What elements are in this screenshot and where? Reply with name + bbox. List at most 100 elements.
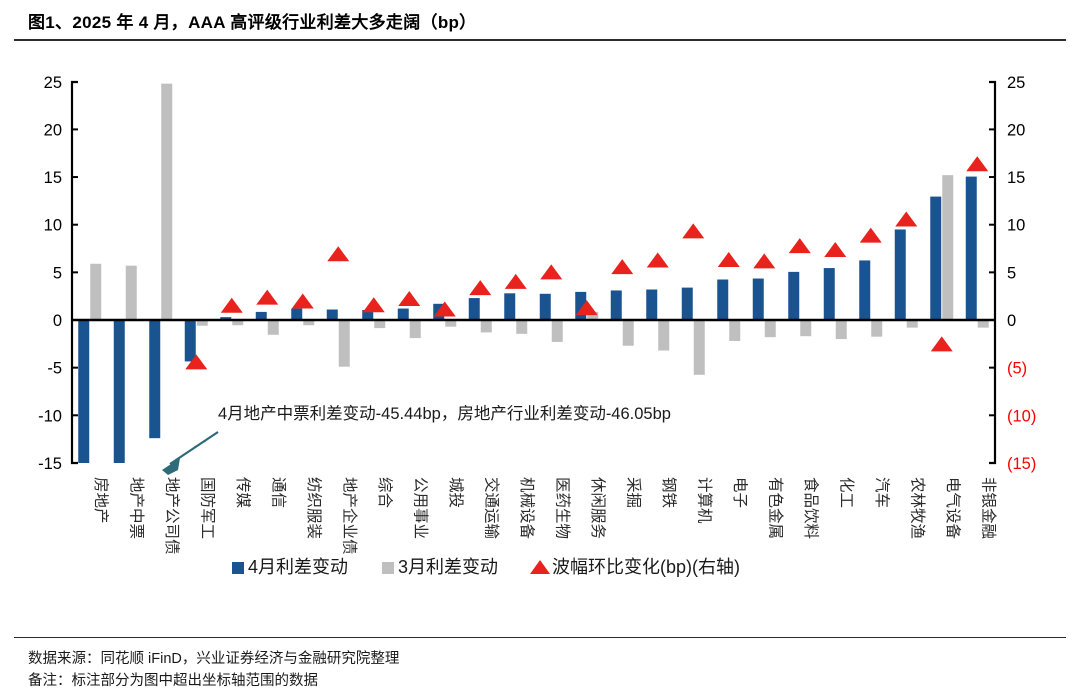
bar-april <box>291 308 303 320</box>
bar-april <box>823 268 835 320</box>
bar-march <box>871 320 883 337</box>
bar-april <box>149 320 161 439</box>
category-label: 食品饮料 <box>802 477 820 539</box>
bar-april <box>788 271 800 320</box>
category-label: 机械设备 <box>518 477 536 540</box>
right-axis-tick-label: 10 <box>1007 217 1025 235</box>
right-axis-tick-label: (5) <box>1007 360 1027 378</box>
marker-amplitude <box>398 291 421 307</box>
category-label: 汽车 <box>873 477 891 508</box>
left-axis-tick-label: 0 <box>53 312 62 330</box>
bar-march <box>480 320 492 333</box>
bar-april <box>468 298 480 320</box>
marker-amplitude <box>185 354 208 370</box>
bar-april <box>930 196 942 320</box>
category-label: 有色金属 <box>766 477 784 539</box>
category-label: 通信 <box>269 477 287 508</box>
marker-amplitude <box>611 259 634 275</box>
category-label: 公用事业 <box>411 477 429 539</box>
figure-footer: 数据来源：同花顺 iFinD，兴业证券经济与金融研究院整理 备注：标注部分为图中… <box>28 648 1066 693</box>
bar-march <box>906 320 918 328</box>
bar-march <box>622 320 634 346</box>
bar-march <box>729 320 741 341</box>
marker-amplitude <box>504 273 527 289</box>
left-axis-tick-label: 25 <box>44 74 62 92</box>
left-axis-tick-label: 20 <box>44 121 62 139</box>
bar-april <box>255 311 267 320</box>
bar-march <box>90 263 102 320</box>
right-axis-tick-label: 20 <box>1007 121 1025 139</box>
category-label: 采掘 <box>624 477 642 508</box>
marker-amplitude <box>717 251 740 267</box>
category-label: 化工 <box>837 477 855 508</box>
category-label: 休闲服务 <box>589 477 607 539</box>
legend-label-1: 3月利差变动 <box>398 557 498 577</box>
marker-amplitude <box>859 227 882 243</box>
marker-amplitude <box>788 238 811 254</box>
footer-divider <box>14 637 1066 638</box>
marker-amplitude <box>540 264 563 280</box>
bar-march <box>764 320 776 338</box>
category-label: 传媒 <box>234 477 252 509</box>
marker-amplitude <box>682 223 705 239</box>
bar-march <box>338 320 350 367</box>
category-label: 国防军工 <box>198 477 216 539</box>
bar-april <box>113 320 125 463</box>
right-axis-tick-label: (10) <box>1007 407 1036 425</box>
data-source-line: 数据来源：同花顺 iFinD，兴业证券经济与金融研究院整理 <box>28 651 400 667</box>
right-axis-tick-label: 25 <box>1007 74 1025 92</box>
legend-label-2: 波幅环比变化(bp)(右轴) <box>552 557 740 577</box>
legend-label-0: 4月利差变动 <box>248 557 348 577</box>
bar-april <box>326 309 338 320</box>
bar-april <box>220 317 232 320</box>
category-label: 综合 <box>376 477 394 509</box>
bar-march <box>232 320 244 326</box>
bar-march <box>551 320 563 342</box>
marker-amplitude <box>291 293 314 309</box>
bar-march <box>161 83 173 320</box>
bar-april <box>646 289 658 320</box>
series-amplitude-markers <box>185 156 989 370</box>
bar-april <box>610 290 622 320</box>
chart-canvas: 25 20 15 10 5 0 -5 -10 -15 25 20 15 10 5 0 (5) (10) (15) 房… <box>0 44 1080 624</box>
chart-legend: 4月利差变动 3月利差变动 波幅环比变化(bp)(右轴) <box>232 557 740 577</box>
bar-march <box>835 320 847 340</box>
legend-swatch-1 <box>382 562 395 574</box>
category-label: 房地产 <box>92 477 110 524</box>
category-label: 医药生物 <box>553 477 571 539</box>
bar-march <box>196 320 208 326</box>
bar-april <box>184 320 196 362</box>
bar-april <box>681 287 693 320</box>
annotation-arrow-head <box>162 458 180 475</box>
legend-swatch-0 <box>232 562 244 574</box>
marker-amplitude <box>433 301 456 317</box>
marker-amplitude <box>966 156 989 172</box>
marker-amplitude <box>256 289 279 305</box>
marker-amplitude <box>327 246 350 262</box>
bar-april <box>78 320 90 463</box>
series-march-bars <box>90 83 989 375</box>
marker-amplitude <box>753 253 776 269</box>
bar-april <box>397 308 409 320</box>
category-label: 地产中票 <box>127 477 145 539</box>
category-label: 钢铁 <box>660 477 678 508</box>
figure-title: 图1、2025 年 4 月，AAA 高评级行业利差大多走阔（bp） <box>28 13 477 32</box>
marker-amplitude <box>575 300 598 316</box>
left-axis-tick-label: -5 <box>47 360 62 378</box>
marker-amplitude <box>646 252 669 268</box>
bar-march <box>800 320 812 337</box>
right-axis-tick-label: 15 <box>1007 169 1025 187</box>
bar-march <box>303 320 315 326</box>
left-axis-tick-label: -10 <box>38 407 62 425</box>
left-axis-tick-label: 15 <box>44 169 62 187</box>
right-axis-tick-label: 0 <box>1007 312 1016 330</box>
legend-swatch-2 <box>530 560 551 574</box>
marker-amplitude <box>469 280 492 296</box>
category-label: 地产企业债 <box>340 477 358 555</box>
left-axis-tick-label: -15 <box>38 455 62 473</box>
annotation-text: 4月地产中票利差变动-45.44bp，房地产行业利差变动-46.05bp <box>218 404 671 423</box>
right-axis-tick-label: (15) <box>1007 455 1036 473</box>
bar-april <box>965 176 977 320</box>
category-label: 交通运输 <box>482 477 500 540</box>
bar-april <box>539 293 551 320</box>
